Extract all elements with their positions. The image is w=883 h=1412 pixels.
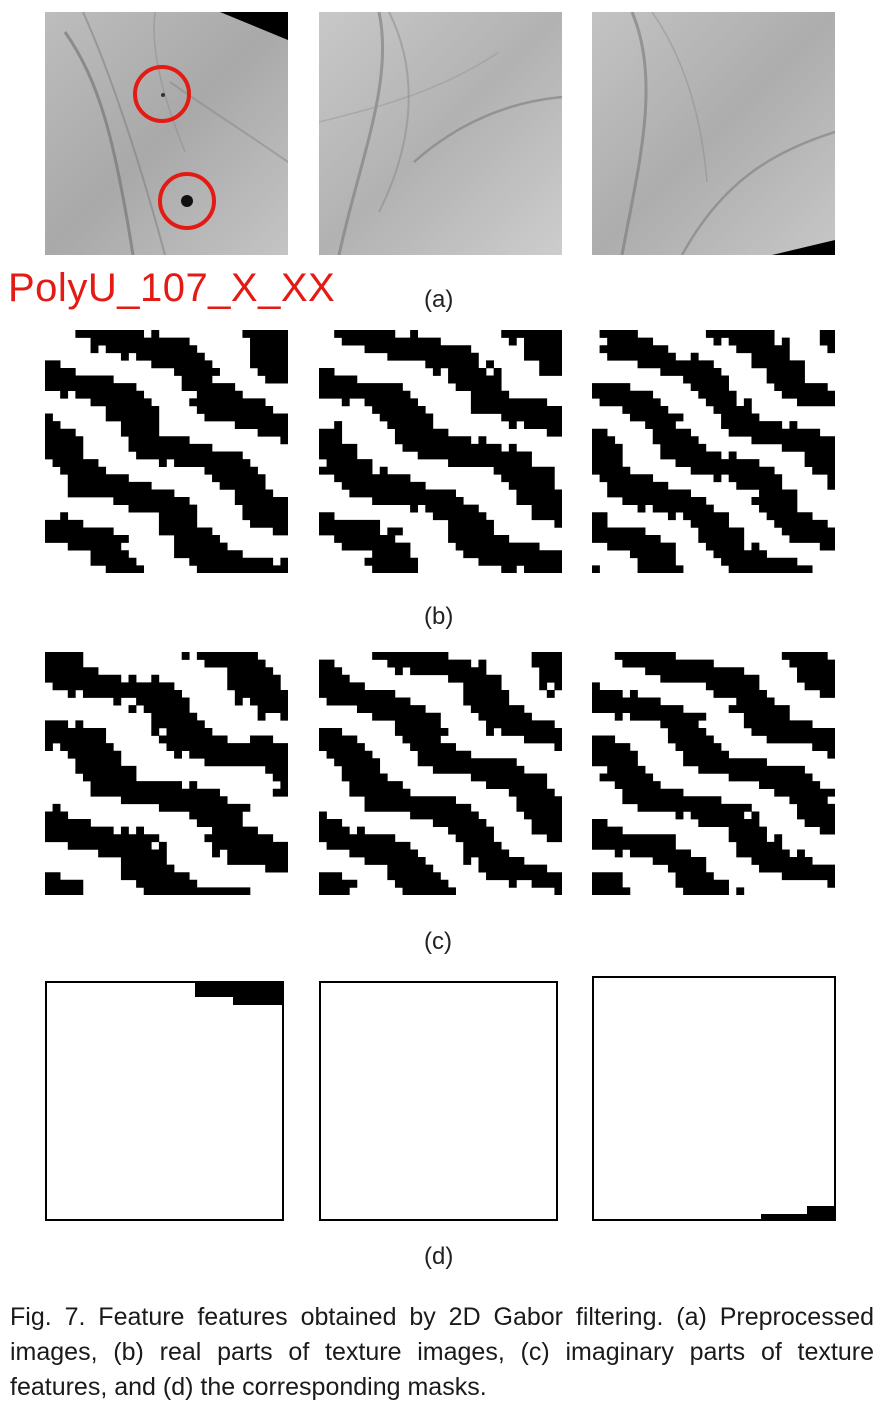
real-part-image-3 bbox=[592, 330, 835, 573]
imaginary-part-image-3 bbox=[592, 652, 835, 895]
imaginary-part-image-2 bbox=[319, 652, 562, 895]
binary-code-pattern bbox=[45, 652, 288, 895]
panel-label-d: (d) bbox=[424, 1243, 454, 1270]
preprocessed-image-2 bbox=[319, 12, 562, 255]
mask-image-1 bbox=[45, 981, 284, 1221]
panel-label-b: (b) bbox=[424, 603, 454, 630]
binary-code-pattern bbox=[45, 330, 288, 573]
panel-label-c: (c) bbox=[424, 928, 452, 955]
binary-code-pattern bbox=[592, 652, 835, 895]
panel-label-a: (a) bbox=[424, 286, 454, 313]
real-part-image-2 bbox=[319, 330, 562, 573]
mask-image-2 bbox=[319, 981, 558, 1221]
binary-code-pattern bbox=[592, 330, 835, 573]
highlight-circle-1 bbox=[133, 65, 191, 123]
figure-caption: Fig. 7. Feature features obtained by 2D … bbox=[10, 1303, 874, 1401]
binary-code-pattern bbox=[319, 330, 562, 573]
preprocessed-image-3 bbox=[592, 12, 835, 255]
preprocessed-image-1 bbox=[45, 12, 288, 255]
real-part-image-1 bbox=[45, 330, 288, 573]
imaginary-part-image-1 bbox=[45, 652, 288, 895]
binary-code-pattern bbox=[319, 652, 562, 895]
mask-image-3 bbox=[592, 976, 836, 1221]
image-id-label: PolyU_107_X_XX bbox=[8, 266, 336, 310]
highlight-circle-2 bbox=[158, 172, 216, 230]
